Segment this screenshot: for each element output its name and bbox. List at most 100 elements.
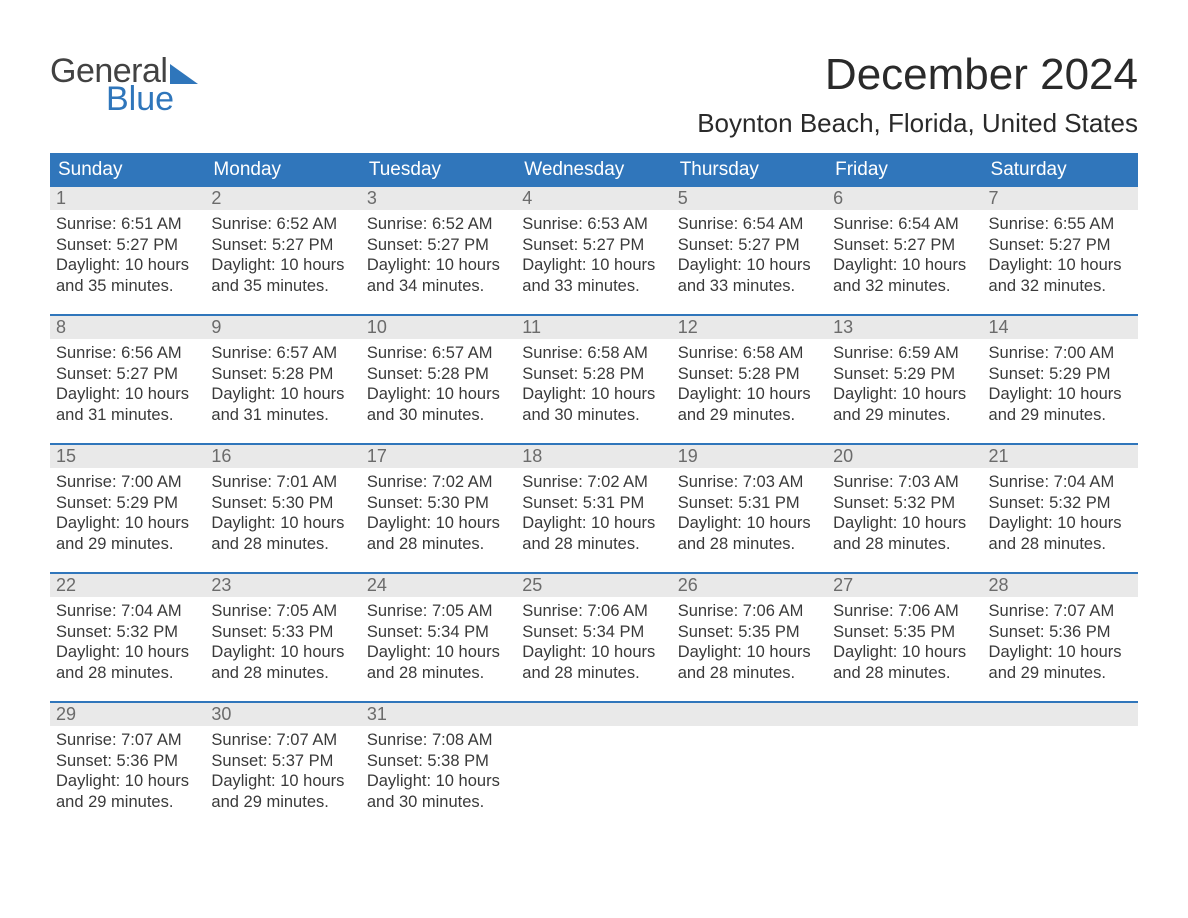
day-number: 1 bbox=[50, 187, 205, 210]
sunset-line: Sunset: 5:35 PM bbox=[833, 622, 976, 643]
day-body: Sunrise: 7:07 AMSunset: 5:36 PMDaylight:… bbox=[50, 726, 205, 813]
day-number: 7 bbox=[983, 187, 1138, 210]
day-cell bbox=[672, 703, 827, 831]
daylight-line-2: and 29 minutes. bbox=[989, 405, 1132, 426]
sunrise-line: Sunrise: 6:54 AM bbox=[678, 214, 821, 235]
day-cell: 11Sunrise: 6:58 AMSunset: 5:28 PMDayligh… bbox=[516, 316, 671, 444]
day-number: 23 bbox=[205, 574, 360, 597]
daylight-line-2: and 28 minutes. bbox=[211, 534, 354, 555]
daylight-line-2: and 28 minutes. bbox=[367, 663, 510, 684]
sunset-line: Sunset: 5:27 PM bbox=[367, 235, 510, 256]
daylight-line-2: and 32 minutes. bbox=[989, 276, 1132, 297]
day-cell: 2Sunrise: 6:52 AMSunset: 5:27 PMDaylight… bbox=[205, 187, 360, 315]
daylight-line-1: Daylight: 10 hours bbox=[56, 771, 199, 792]
day-number: 19 bbox=[672, 445, 827, 468]
day-cell: 26Sunrise: 7:06 AMSunset: 5:35 PMDayligh… bbox=[672, 574, 827, 702]
daylight-line-1: Daylight: 10 hours bbox=[211, 513, 354, 534]
daylight-line-2: and 30 minutes. bbox=[367, 792, 510, 813]
sunset-line: Sunset: 5:32 PM bbox=[56, 622, 199, 643]
day-number: 4 bbox=[516, 187, 671, 210]
sunrise-line: Sunrise: 7:06 AM bbox=[678, 601, 821, 622]
day-body: Sunrise: 6:51 AMSunset: 5:27 PMDaylight:… bbox=[50, 210, 205, 297]
empty-day bbox=[983, 703, 1138, 726]
day-cell: 27Sunrise: 7:06 AMSunset: 5:35 PMDayligh… bbox=[827, 574, 982, 702]
sunrise-line: Sunrise: 6:56 AM bbox=[56, 343, 199, 364]
sunset-line: Sunset: 5:27 PM bbox=[522, 235, 665, 256]
day-body: Sunrise: 7:07 AMSunset: 5:36 PMDaylight:… bbox=[983, 597, 1138, 684]
sunset-line: Sunset: 5:30 PM bbox=[211, 493, 354, 514]
day-cell: 6Sunrise: 6:54 AMSunset: 5:27 PMDaylight… bbox=[827, 187, 982, 315]
day-body: Sunrise: 6:55 AMSunset: 5:27 PMDaylight:… bbox=[983, 210, 1138, 297]
daylight-line-1: Daylight: 10 hours bbox=[211, 642, 354, 663]
daylight-line-2: and 30 minutes. bbox=[522, 405, 665, 426]
sunrise-line: Sunrise: 7:05 AM bbox=[367, 601, 510, 622]
day-cell: 20Sunrise: 7:03 AMSunset: 5:32 PMDayligh… bbox=[827, 445, 982, 573]
day-cell: 7Sunrise: 6:55 AMSunset: 5:27 PMDaylight… bbox=[983, 187, 1138, 315]
sunset-line: Sunset: 5:28 PM bbox=[522, 364, 665, 385]
sunrise-line: Sunrise: 7:02 AM bbox=[522, 472, 665, 493]
sunrise-line: Sunrise: 7:07 AM bbox=[211, 730, 354, 751]
day-number: 22 bbox=[50, 574, 205, 597]
day-body: Sunrise: 7:00 AMSunset: 5:29 PMDaylight:… bbox=[50, 468, 205, 555]
day-cell: 31Sunrise: 7:08 AMSunset: 5:38 PMDayligh… bbox=[361, 703, 516, 831]
day-body: Sunrise: 7:08 AMSunset: 5:38 PMDaylight:… bbox=[361, 726, 516, 813]
sunset-line: Sunset: 5:32 PM bbox=[833, 493, 976, 514]
day-body: Sunrise: 7:06 AMSunset: 5:35 PMDaylight:… bbox=[827, 597, 982, 684]
day-number: 2 bbox=[205, 187, 360, 210]
col-saturday: Saturday bbox=[983, 153, 1138, 187]
daylight-line-2: and 33 minutes. bbox=[522, 276, 665, 297]
day-cell: 30Sunrise: 7:07 AMSunset: 5:37 PMDayligh… bbox=[205, 703, 360, 831]
day-cell: 8Sunrise: 6:56 AMSunset: 5:27 PMDaylight… bbox=[50, 316, 205, 444]
day-body: Sunrise: 6:52 AMSunset: 5:27 PMDaylight:… bbox=[361, 210, 516, 297]
sunrise-line: Sunrise: 6:52 AM bbox=[211, 214, 354, 235]
day-number: 15 bbox=[50, 445, 205, 468]
sunrise-line: Sunrise: 6:58 AM bbox=[522, 343, 665, 364]
daylight-line-1: Daylight: 10 hours bbox=[211, 384, 354, 405]
day-cell: 28Sunrise: 7:07 AMSunset: 5:36 PMDayligh… bbox=[983, 574, 1138, 702]
sunrise-line: Sunrise: 6:55 AM bbox=[989, 214, 1132, 235]
daylight-line-1: Daylight: 10 hours bbox=[678, 384, 821, 405]
day-cell: 14Sunrise: 7:00 AMSunset: 5:29 PMDayligh… bbox=[983, 316, 1138, 444]
daylight-line-1: Daylight: 10 hours bbox=[678, 255, 821, 276]
day-body: Sunrise: 6:52 AMSunset: 5:27 PMDaylight:… bbox=[205, 210, 360, 297]
day-cell: 24Sunrise: 7:05 AMSunset: 5:34 PMDayligh… bbox=[361, 574, 516, 702]
sunset-line: Sunset: 5:27 PM bbox=[211, 235, 354, 256]
day-number: 18 bbox=[516, 445, 671, 468]
daylight-line-1: Daylight: 10 hours bbox=[833, 642, 976, 663]
sunset-line: Sunset: 5:33 PM bbox=[211, 622, 354, 643]
day-cell bbox=[516, 703, 671, 831]
day-number: 3 bbox=[361, 187, 516, 210]
title-block: December 2024 Boynton Beach, Florida, Un… bbox=[697, 50, 1138, 139]
day-number: 8 bbox=[50, 316, 205, 339]
daylight-line-1: Daylight: 10 hours bbox=[367, 384, 510, 405]
day-cell: 18Sunrise: 7:02 AMSunset: 5:31 PMDayligh… bbox=[516, 445, 671, 573]
day-cell: 10Sunrise: 6:57 AMSunset: 5:28 PMDayligh… bbox=[361, 316, 516, 444]
daylight-line-1: Daylight: 10 hours bbox=[367, 513, 510, 534]
day-cell: 25Sunrise: 7:06 AMSunset: 5:34 PMDayligh… bbox=[516, 574, 671, 702]
sunset-line: Sunset: 5:28 PM bbox=[367, 364, 510, 385]
week-row: 22Sunrise: 7:04 AMSunset: 5:32 PMDayligh… bbox=[50, 574, 1138, 702]
week-row: 15Sunrise: 7:00 AMSunset: 5:29 PMDayligh… bbox=[50, 445, 1138, 573]
daylight-line-1: Daylight: 10 hours bbox=[989, 642, 1132, 663]
daylight-line-1: Daylight: 10 hours bbox=[56, 384, 199, 405]
daylight-line-2: and 35 minutes. bbox=[211, 276, 354, 297]
sunrise-line: Sunrise: 6:58 AM bbox=[678, 343, 821, 364]
col-sunday: Sunday bbox=[50, 153, 205, 187]
sunrise-line: Sunrise: 6:54 AM bbox=[833, 214, 976, 235]
sunrise-line: Sunrise: 7:00 AM bbox=[56, 472, 199, 493]
day-body: Sunrise: 6:58 AMSunset: 5:28 PMDaylight:… bbox=[516, 339, 671, 426]
day-number: 21 bbox=[983, 445, 1138, 468]
sunrise-line: Sunrise: 7:04 AM bbox=[989, 472, 1132, 493]
sunrise-line: Sunrise: 7:03 AM bbox=[678, 472, 821, 493]
sunrise-line: Sunrise: 6:57 AM bbox=[367, 343, 510, 364]
daylight-line-2: and 28 minutes. bbox=[211, 663, 354, 684]
day-cell: 15Sunrise: 7:00 AMSunset: 5:29 PMDayligh… bbox=[50, 445, 205, 573]
daylight-line-1: Daylight: 10 hours bbox=[522, 513, 665, 534]
day-body: Sunrise: 6:57 AMSunset: 5:28 PMDaylight:… bbox=[361, 339, 516, 426]
sunrise-line: Sunrise: 6:51 AM bbox=[56, 214, 199, 235]
sunset-line: Sunset: 5:27 PM bbox=[833, 235, 976, 256]
daylight-line-1: Daylight: 10 hours bbox=[367, 255, 510, 276]
day-body: Sunrise: 6:54 AMSunset: 5:27 PMDaylight:… bbox=[672, 210, 827, 297]
sunset-line: Sunset: 5:27 PM bbox=[678, 235, 821, 256]
day-number: 31 bbox=[361, 703, 516, 726]
